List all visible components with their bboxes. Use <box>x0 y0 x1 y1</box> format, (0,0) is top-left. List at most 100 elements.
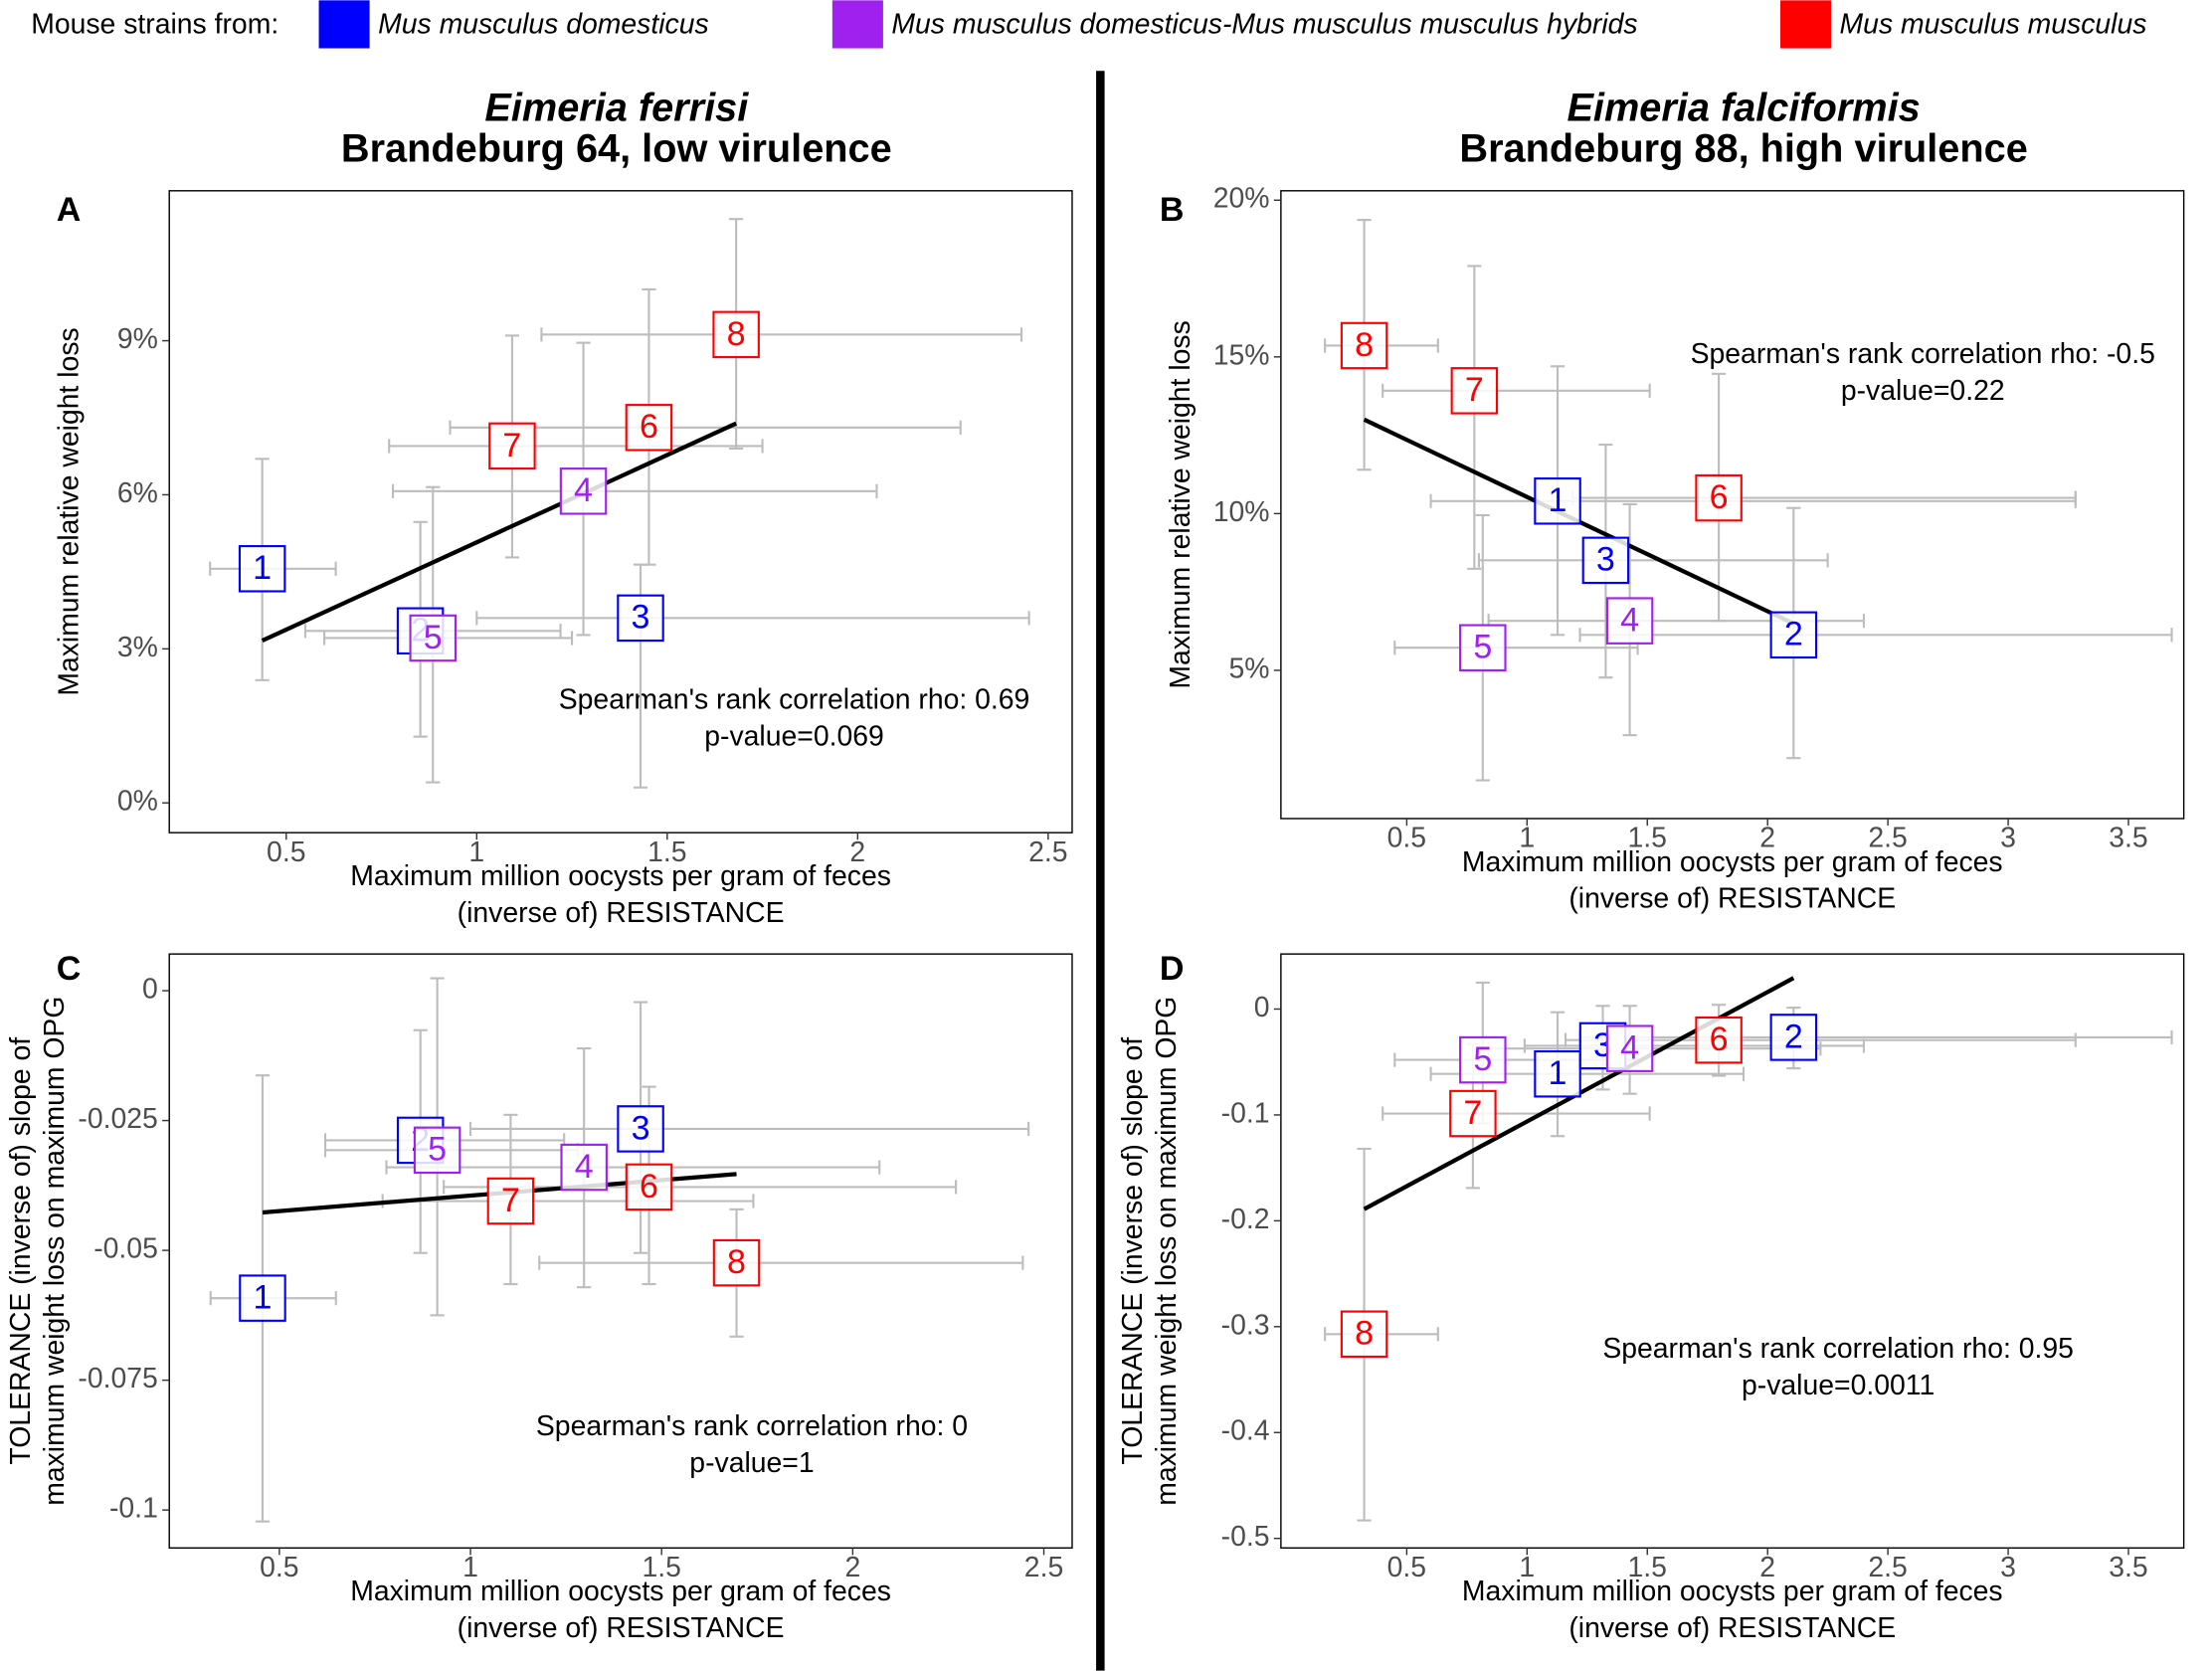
x-tick-label: 3 <box>2000 823 2016 854</box>
annotation: p-value=0.0011 <box>1742 1370 1935 1401</box>
point-box <box>625 404 673 452</box>
x-axis-title: (inverse of) RESISTANCE <box>458 1612 785 1644</box>
point-label: 1 <box>254 1279 273 1317</box>
x-tick-label: 1 <box>462 1552 478 1583</box>
point-label: 8 <box>727 315 746 353</box>
point-box <box>1534 477 1581 525</box>
x-tick-label: 1 <box>1519 1552 1535 1583</box>
point-label: 6 <box>1710 478 1729 516</box>
column-species: Eimeria falciformis <box>1567 86 1920 129</box>
y-axis-title: Maximum relative weight loss <box>1165 320 1197 688</box>
point-box <box>1534 1049 1581 1098</box>
point-box <box>486 1177 535 1225</box>
y-tick-label: -0.05 <box>93 1233 158 1265</box>
x-tick-label: 1.5 <box>647 836 686 868</box>
x-axis-title: (inverse of) RESISTANCE <box>458 897 785 929</box>
plot-frame <box>168 190 1073 834</box>
x-axis-title: Maximum million oocysts per gram of fece… <box>1462 846 2003 878</box>
point-box <box>238 545 286 593</box>
y-tick-label: 0 <box>142 974 158 1006</box>
point-box <box>1695 473 1743 522</box>
point-label: 5 <box>1473 1040 1492 1078</box>
annotation: Spearman's rank correlation rho: 0 <box>536 1410 968 1442</box>
point-label: 7 <box>1463 1094 1482 1132</box>
y-tick-label: 6% <box>117 477 158 509</box>
point-box <box>559 467 608 515</box>
point-label: 6 <box>640 1168 658 1206</box>
point-box <box>1605 1024 1654 1072</box>
column-strain: Brandeburg 88, high virulence <box>1459 127 2027 171</box>
y-axis-title: TOLERANCE (inverse of) slope of <box>1117 1037 1149 1465</box>
legend-label: Mus musculus domesticus <box>378 8 709 40</box>
x-axis-title: (inverse of) RESISTANCE <box>1568 1612 1896 1644</box>
point-label: 7 <box>501 1182 520 1219</box>
y-tick-label: -0.3 <box>1221 1309 1270 1341</box>
x-tick-label: 2.5 <box>1868 1552 1907 1583</box>
point-box <box>712 310 760 359</box>
point-box <box>560 1143 608 1192</box>
legend-title: Mouse strains from: <box>31 8 278 40</box>
point-label: 8 <box>1355 1315 1374 1353</box>
point-label: 5 <box>1473 629 1492 666</box>
x-tick-label: 2.5 <box>1868 823 1907 854</box>
plot-frame <box>1280 190 2185 820</box>
point-box <box>413 1126 461 1175</box>
y-tick-label: -0.075 <box>78 1363 157 1394</box>
x-tick-label: 2.5 <box>1024 1552 1063 1583</box>
annotation: Spearman's rank correlation rho: 0.69 <box>559 684 1030 716</box>
y-axis-title: maximum weight loss on maximum OPG <box>1151 997 1183 1506</box>
point-box <box>1459 624 1507 672</box>
point-label: 4 <box>1620 602 1639 640</box>
y-tick-label: -0.2 <box>1221 1204 1270 1235</box>
y-tick-label: 5% <box>1229 652 1270 684</box>
point-box <box>712 1238 761 1287</box>
fit-line <box>261 421 738 644</box>
panel-letter: D <box>1160 950 1185 988</box>
point-label: 7 <box>1465 371 1484 409</box>
x-tick-label: 3 <box>2000 1552 2016 1583</box>
annotation: Spearman's rank correlation rho: -0.5 <box>1691 338 2155 370</box>
y-tick-label: 3% <box>117 632 158 663</box>
x-axis-title: Maximum million oocysts per gram of fece… <box>1462 1576 2003 1607</box>
y-tick-label: -0.025 <box>78 1103 157 1135</box>
annotation: p-value=1 <box>689 1447 814 1479</box>
y-tick-label: 10% <box>1213 496 1270 528</box>
y-axis-title: maximum weight loss on maximum OPG <box>39 997 71 1506</box>
point-label: 1 <box>1549 1054 1567 1092</box>
point-box <box>1769 1014 1818 1061</box>
x-tick-label: 0.5 <box>260 1552 298 1583</box>
x-tick-label: 3.5 <box>2109 1552 2147 1583</box>
x-tick-label: 2 <box>1759 823 1775 854</box>
legend-swatch <box>318 0 370 49</box>
point-box <box>617 594 664 643</box>
point-box <box>239 1274 286 1322</box>
x-tick-label: 2 <box>844 1552 860 1583</box>
y-tick-label: 0% <box>117 786 158 818</box>
point-box <box>409 614 458 662</box>
y-tick-label: -0.1 <box>109 1493 158 1525</box>
point-box <box>617 1105 664 1153</box>
panel-letter: B <box>1160 191 1185 229</box>
y-tick-label: 9% <box>117 323 158 355</box>
point-label: 8 <box>1355 326 1374 364</box>
point-box <box>1340 321 1388 370</box>
legend-swatch <box>1779 0 1832 49</box>
legend-label: Mus musculus domesticus-Mus musculus mus… <box>891 8 1637 40</box>
y-tick-label: -0.4 <box>1221 1415 1270 1447</box>
point-label: 4 <box>574 471 593 509</box>
y-tick-label: 0 <box>1254 992 1270 1023</box>
x-tick-label: 2.5 <box>1028 836 1067 868</box>
point-box <box>1695 1016 1743 1064</box>
point-label: 6 <box>1710 1021 1729 1058</box>
column-species: Eimeria ferrisi <box>484 86 749 129</box>
x-tick-label: 1.5 <box>1628 1552 1667 1583</box>
point-label: 6 <box>640 408 658 446</box>
x-tick-label: 0.5 <box>1387 823 1426 854</box>
point-label: 3 <box>632 599 650 637</box>
point-box <box>1449 1089 1497 1138</box>
point-label: 2 <box>1784 1018 1803 1055</box>
x-tick-label: 0.5 <box>267 836 305 868</box>
